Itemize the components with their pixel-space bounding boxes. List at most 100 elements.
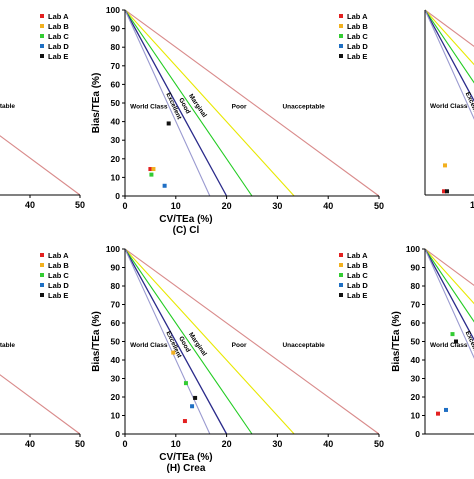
zone-label-world-class: World Class xyxy=(130,342,168,349)
y-tick-label: 70 xyxy=(411,300,421,310)
chart-bottom-center: 0 10 20 30 40 50 0 10 20 30 40 50 60 70 80 90 100 CV/TEa … xyxy=(91,244,384,474)
legend-label: Lab E xyxy=(347,291,367,300)
x-tick-label: 30 xyxy=(272,439,282,449)
x-tick-label: 40 xyxy=(323,439,333,449)
legend-label: Lab A xyxy=(347,12,368,21)
legend-label: Lab B xyxy=(48,261,69,270)
data-point-lab-e xyxy=(454,339,458,344)
zone-label-poor: Poor xyxy=(232,342,247,349)
data-point-lab-d xyxy=(190,404,195,409)
legend-label: Lab B xyxy=(347,261,368,270)
x-axis-label: CV/TEa (%) xyxy=(159,214,212,225)
x-tick-label: 50 xyxy=(374,201,384,211)
legend-label: Lab E xyxy=(48,291,68,300)
zone-line-marginal xyxy=(424,248,474,323)
zone-line-poor xyxy=(124,248,295,435)
zone-line-good xyxy=(124,248,228,435)
data-point-lab-d xyxy=(444,407,448,412)
y-tick-label: 30 xyxy=(111,135,121,145)
data-point-lab-c xyxy=(149,172,154,177)
y-tick-label: 50 xyxy=(111,98,121,108)
x-tick-label: 20 xyxy=(222,201,232,211)
y-tick-label: 10 xyxy=(111,411,121,421)
legend-marker-lab-e xyxy=(339,293,343,297)
y-tick-label: 90 xyxy=(111,263,121,273)
legend-marker-lab-d xyxy=(339,44,343,48)
legend-marker-lab-c xyxy=(339,273,343,277)
legend-marker-lab-a xyxy=(339,253,343,257)
data-point-lab-b xyxy=(171,350,176,355)
legend-marker-lab-b xyxy=(40,263,44,267)
zone-line-excellent xyxy=(124,9,211,197)
legend-marker-lab-c xyxy=(339,34,343,38)
zone-line-excellent xyxy=(424,248,474,359)
legend-label: Lab B xyxy=(48,22,69,31)
zone-label-unacceptable: cceptable xyxy=(0,342,15,349)
legend-label: Lab D xyxy=(347,281,368,290)
y-tick-label: 100 xyxy=(106,5,120,15)
y-tick-label: 40 xyxy=(111,355,121,365)
y-tick-label: 60 xyxy=(111,79,121,89)
chart-caption: (C) Cl xyxy=(173,225,200,236)
zone-line-good xyxy=(424,248,474,342)
zone-line-unacceptable xyxy=(0,135,81,196)
x-tick-label: 50 xyxy=(75,200,85,210)
zone-line-unacceptable xyxy=(124,248,380,435)
zone-line-poor xyxy=(124,9,295,197)
y-tick-label: 0 xyxy=(115,191,120,201)
x-tick-label: 40 xyxy=(25,200,35,210)
x-tick-label: 10 xyxy=(171,201,181,211)
y-tick-label: 70 xyxy=(111,300,121,310)
data-point-lab-a xyxy=(148,167,153,172)
y-axis-label: Bias/TEa (%) xyxy=(91,73,102,134)
x-tick-label: 40 xyxy=(323,201,333,211)
chart-bottom-right: 0 10 20 30 40 50 60 70 80 90 100 Bias/TEa (%) World … xyxy=(391,244,474,439)
x-tick-label: 50 xyxy=(75,439,85,449)
zone-line-marginal xyxy=(124,9,253,197)
zone-line-unacceptable xyxy=(124,9,380,197)
legend-marker-lab-d xyxy=(40,44,44,48)
data-point-lab-e xyxy=(166,121,171,126)
data-point-lab-b xyxy=(443,163,447,168)
y-tick-label: 80 xyxy=(411,281,421,291)
y-tick-label: 80 xyxy=(111,281,121,291)
zone-line-good xyxy=(124,9,228,197)
zone-label-poor: Poor xyxy=(232,104,247,111)
legend-label: Lab C xyxy=(347,32,368,41)
legend-label: Lab D xyxy=(48,281,69,290)
y-tick-label: 60 xyxy=(111,318,121,328)
legend-label: Lab C xyxy=(48,32,69,41)
legend-marker-lab-b xyxy=(40,24,44,28)
legend-label: Lab A xyxy=(48,12,69,21)
x-tick-label: 20 xyxy=(222,439,232,449)
zone-label-world-class: World Class xyxy=(430,342,468,349)
legend-label: Lab E xyxy=(347,52,367,61)
zone-label-world-class: World Class xyxy=(430,103,468,110)
zone-line-poor xyxy=(424,248,474,305)
zone-label-unacceptable: cceptable xyxy=(0,103,15,110)
zone-line-unacceptable xyxy=(424,248,474,286)
legend-label: Lab A xyxy=(48,251,69,260)
x-tick-label: 30 xyxy=(272,201,282,211)
zone-line-good xyxy=(424,9,474,103)
zone-label-unacceptable: Unacceptable xyxy=(282,104,325,111)
chart-caption: (H) Crea xyxy=(167,463,206,474)
legend-label: Lab A xyxy=(347,251,368,260)
x-axis-label: CV/TEa (%) xyxy=(159,452,212,463)
y-tick-label: 90 xyxy=(411,263,421,273)
y-tick-label: 0 xyxy=(415,429,420,439)
legend-marker-lab-d xyxy=(40,283,44,287)
data-point-lab-e xyxy=(445,189,449,194)
legend-label: Lab D xyxy=(347,42,368,51)
data-point-lab-c xyxy=(450,332,455,337)
legend-marker-lab-b xyxy=(339,24,343,28)
data-point-lab-c xyxy=(183,381,188,386)
legend-label: Lab D xyxy=(48,42,69,51)
y-tick-label: 20 xyxy=(111,154,121,164)
y-tick-label: 0 xyxy=(115,429,120,439)
legend-marker-lab-e xyxy=(40,293,44,297)
